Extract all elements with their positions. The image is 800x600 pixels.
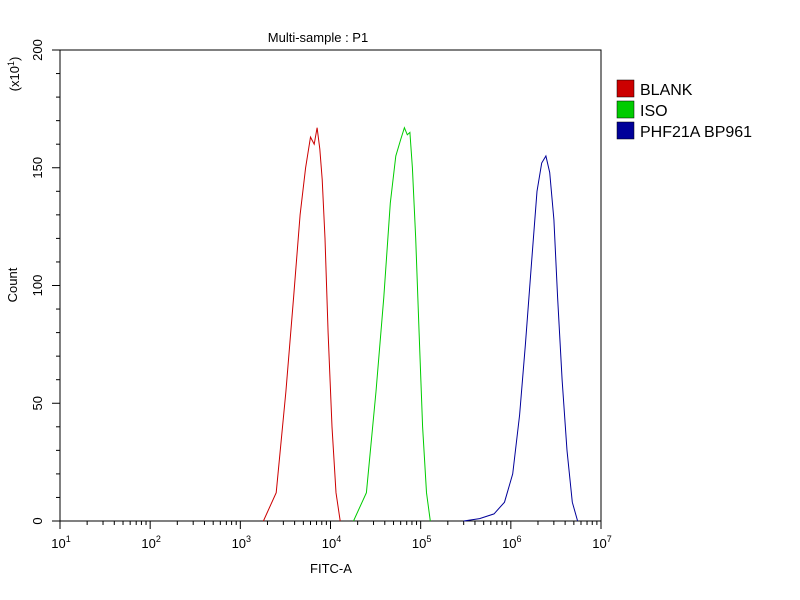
legend-swatch <box>616 121 635 140</box>
legend-swatch <box>616 100 635 119</box>
legend-swatch <box>616 79 635 98</box>
x-tick-exp: 2 <box>156 534 161 544</box>
y-tick-label: 50 <box>30 396 45 410</box>
plot-frame <box>59 49 602 522</box>
series-layer <box>262 126 579 522</box>
x-tick-label: 102 <box>141 534 160 551</box>
x-tick-exp: 4 <box>336 534 341 544</box>
x-tick-exp: 7 <box>607 534 612 544</box>
x-tick-base: 10 <box>412 536 426 551</box>
y-multiplier-prefix: (x10 <box>7 66 22 91</box>
x-tick-label: 101 <box>51 534 70 551</box>
x-tick-exp: 3 <box>246 534 251 544</box>
y-axis-ticks: 0 50 100 150 200 <box>30 39 60 525</box>
x-tick-base: 10 <box>502 536 516 551</box>
legend-label: PHF21A BP961 <box>640 124 752 141</box>
x-tick-label: 103 <box>232 534 251 551</box>
legend-label: BLANK <box>640 82 693 99</box>
x-tick-base: 10 <box>592 536 606 551</box>
legend-label: ISO <box>640 103 668 120</box>
y-tick-label: 100 <box>30 275 45 297</box>
y-tick-label: 150 <box>30 157 45 179</box>
x-tick-exp: 5 <box>426 534 431 544</box>
x-axis-title: FITC-A <box>310 561 352 576</box>
x-tick-exp: 6 <box>517 534 522 544</box>
x-tick-label: 105 <box>412 534 431 551</box>
x-tick-base: 10 <box>322 536 336 551</box>
series-line-iso <box>353 126 431 522</box>
y-axis-title: Count <box>5 267 20 302</box>
y-multiplier-label: (x101) <box>6 57 22 92</box>
chart-title: Multi-sample : P1 <box>268 30 368 45</box>
y-multiplier-exp: 1 <box>6 61 16 66</box>
x-tick-exp: 1 <box>66 534 71 544</box>
series-line-blank <box>262 127 341 522</box>
legend: BLANK ISO PHF21A BP961 <box>616 79 752 141</box>
y-multiplier-suffix: ) <box>7 57 22 61</box>
x-tick-base: 10 <box>232 536 246 551</box>
x-tick-base: 10 <box>141 536 155 551</box>
series-line-phf21a-bp961 <box>463 154 579 522</box>
x-axis-ticks: 101 102 103 104 105 106 107 <box>51 521 612 551</box>
x-tick-base: 10 <box>51 536 65 551</box>
x-tick-label: 104 <box>322 534 341 551</box>
x-tick-label: 107 <box>592 534 611 551</box>
y-tick-label: 200 <box>30 39 45 61</box>
y-tick-label: 0 <box>30 517 45 524</box>
x-tick-label: 106 <box>502 534 521 551</box>
